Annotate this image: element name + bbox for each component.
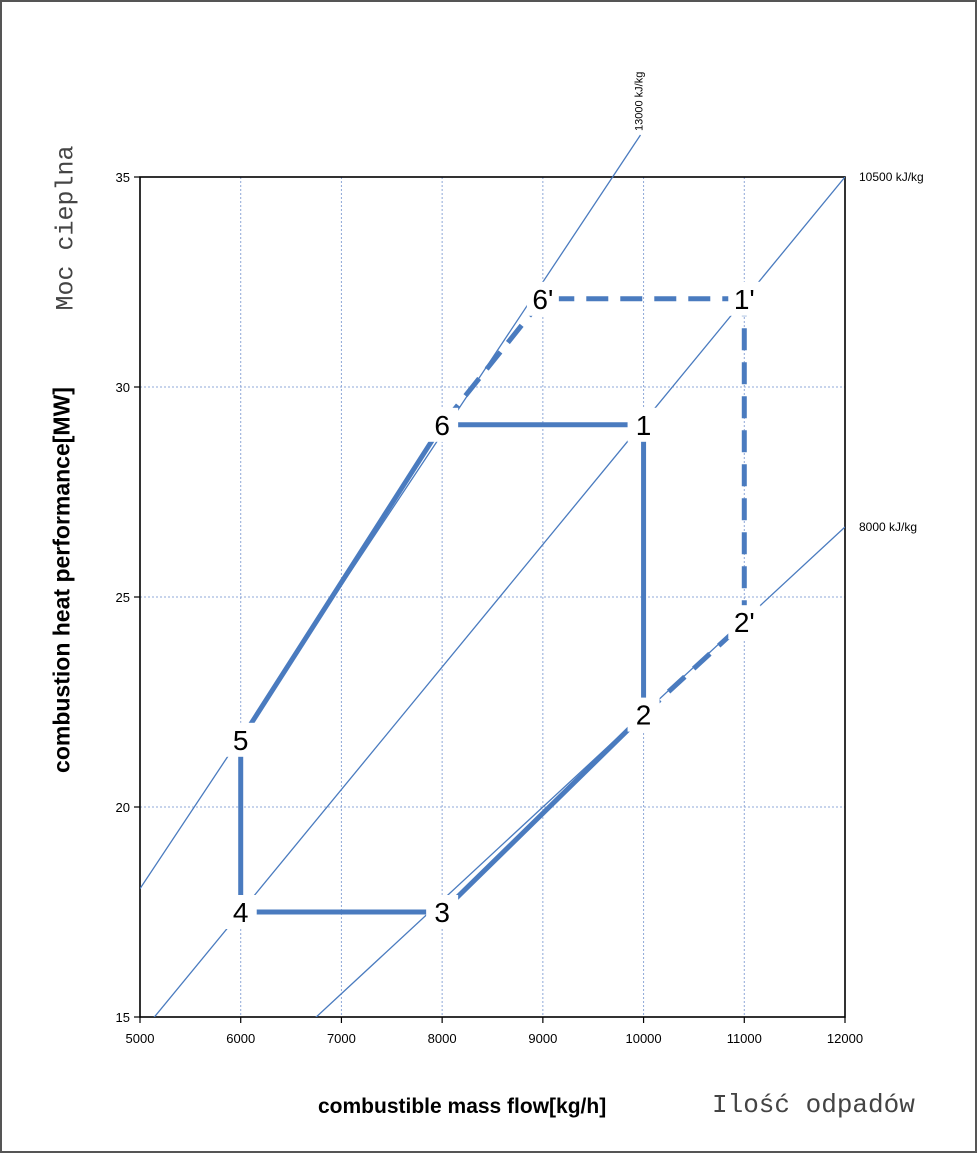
point-label: 5 xyxy=(233,725,249,756)
x-axis-label-polish: Ilość odpadów xyxy=(712,1090,915,1120)
point-label: 1' xyxy=(734,284,755,315)
calorific-line-extension xyxy=(612,134,642,178)
solid-segment xyxy=(440,712,646,914)
point-label-background xyxy=(627,697,660,732)
axis-ticks: 5000 6000 7000 8000 9000 10000 11000 1200015202… xyxy=(116,170,864,1046)
calorific-line-label: 10500 kJ/kg xyxy=(859,170,924,184)
calorific-line-label: 8000 kJ/kg xyxy=(859,520,917,534)
point-label-background xyxy=(224,722,257,757)
calorific-line-extensions xyxy=(612,134,642,178)
x-tick-label: 11000 xyxy=(727,1031,762,1046)
point-label-background xyxy=(728,281,761,316)
y-axis-label: combustion heat performance[MW] xyxy=(48,387,75,773)
point-label-background xyxy=(728,605,761,640)
point-label: 1 xyxy=(636,410,652,441)
point-label-background xyxy=(627,407,660,442)
point-label: 6' xyxy=(532,284,553,315)
y-tick-label: 30 xyxy=(116,380,130,395)
calorific-line-label: 13000 kJ/kg xyxy=(633,72,645,131)
point-label: 4 xyxy=(233,897,249,928)
calorific-line xyxy=(153,177,845,1017)
x-tick-label: 5000 xyxy=(126,1031,155,1046)
y-tick-label: 20 xyxy=(116,800,130,815)
point-label-background xyxy=(426,407,459,442)
y-tick-label: 25 xyxy=(116,590,130,605)
operating-diagram xyxy=(238,296,747,915)
point-label: 6 xyxy=(434,410,450,441)
point-label: 3 xyxy=(434,897,450,928)
x-axis-label: combustible mass flow[kg/h] xyxy=(318,1095,607,1118)
x-tick-label: 6000 xyxy=(226,1031,255,1046)
dashed-segment xyxy=(440,297,545,427)
point-label-background xyxy=(426,895,459,929)
x-tick-label: 7000 xyxy=(327,1031,356,1046)
point-labels: 1 2 3 4 5 6 1' 2' 6' xyxy=(224,281,761,929)
x-tick-label: 8000 xyxy=(428,1031,457,1046)
solid-segment xyxy=(238,423,445,742)
point-label: 2' xyxy=(734,607,755,638)
y-tick-label: 35 xyxy=(116,170,130,185)
point-label-background xyxy=(526,281,559,316)
calorific-line-labels: 13000 kJ/kg 10500 kJ/kg 8000 kJ/kg xyxy=(633,72,923,534)
dashed-segment xyxy=(641,620,746,717)
point-label: 2 xyxy=(636,700,652,731)
x-tick-label: 9000 xyxy=(528,1031,557,1046)
point-label-background xyxy=(224,895,257,929)
x-tick-label: 12000 xyxy=(827,1031,863,1046)
x-tick-label: 10000 xyxy=(625,1031,661,1046)
y-tick-label: 15 xyxy=(116,1010,130,1025)
